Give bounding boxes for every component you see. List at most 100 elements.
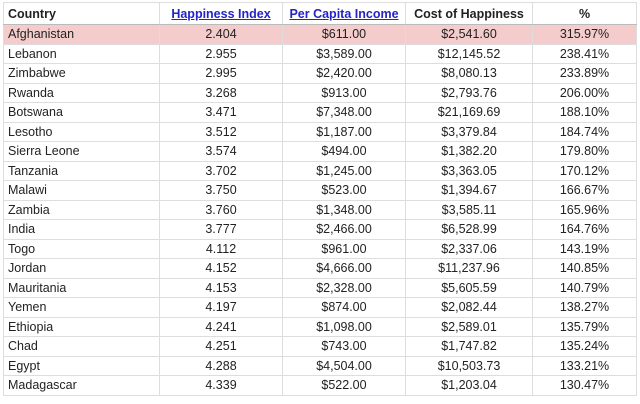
table-cell: 3.760 bbox=[159, 199, 283, 220]
table-cell: 3.574 bbox=[159, 141, 283, 162]
header-cell: Cost of Happiness bbox=[405, 2, 533, 25]
table-cell: Ethiopia bbox=[3, 316, 160, 337]
table-cell: $961.00 bbox=[282, 238, 406, 259]
table-cell: 4.152 bbox=[159, 258, 283, 279]
table-cell: $4,666.00 bbox=[282, 258, 406, 279]
table-cell: 165.96% bbox=[532, 199, 637, 220]
table-cell: 135.24% bbox=[532, 336, 637, 357]
table-cell: 315.97% bbox=[532, 24, 637, 45]
table-cell: $523.00 bbox=[282, 180, 406, 201]
table-cell: $3,379.84 bbox=[405, 121, 533, 142]
table-cell: 3.471 bbox=[159, 102, 283, 123]
table-cell: 2.995 bbox=[159, 63, 283, 84]
header-cell[interactable]: Per Capita Income bbox=[282, 2, 406, 25]
table-cell: 130.47% bbox=[532, 375, 637, 396]
table-cell: $2,466.00 bbox=[282, 219, 406, 240]
table-cell: $11,237.96 bbox=[405, 258, 533, 279]
table-cell: 238.41% bbox=[532, 43, 637, 64]
sort-link[interactable]: Per Capita Income bbox=[289, 6, 399, 21]
table-cell: 179.80% bbox=[532, 141, 637, 162]
table-row: Yemen 4.197 $874.00 $2,082.44 138.27% bbox=[3, 297, 637, 318]
table-row: Botswana 3.471 $7,348.00 $21,169.69 188.10% bbox=[3, 102, 637, 123]
table-cell: 133.21% bbox=[532, 355, 637, 376]
table-cell: 4.112 bbox=[159, 238, 283, 259]
table-body: Afghanistan 2.404 $611.00 $2,541.60 315.97% L… bbox=[3, 24, 637, 396]
table-cell: Zimbabwe bbox=[3, 63, 160, 84]
table-cell: 135.79% bbox=[532, 316, 637, 337]
table-cell: $3,363.05 bbox=[405, 160, 533, 181]
table-cell: $743.00 bbox=[282, 336, 406, 357]
sort-link[interactable]: Happiness Index bbox=[171, 6, 271, 21]
table-cell: $2,541.60 bbox=[405, 24, 533, 45]
table-row: Togo 4.112 $961.00 $2,337.06 143.19% bbox=[3, 238, 637, 259]
table-cell: 2.955 bbox=[159, 43, 283, 64]
table-cell: 170.12% bbox=[532, 160, 637, 181]
table-cell: $3,589.00 bbox=[282, 43, 406, 64]
table-row: Egypt 4.288 $4,504.00 $10,503.73 133.21% bbox=[3, 355, 637, 376]
table-cell: 233.89% bbox=[532, 63, 637, 84]
header-cell[interactable]: Happiness Index bbox=[159, 2, 283, 25]
table-cell: 140.79% bbox=[532, 277, 637, 298]
table-row: Rwanda 3.268 $913.00 $2,793.76 206.00% bbox=[3, 82, 637, 103]
table-cell: 4.241 bbox=[159, 316, 283, 337]
table-cell: Lebanon bbox=[3, 43, 160, 64]
table-cell: 3.268 bbox=[159, 82, 283, 103]
table-row: Tanzania 3.702 $1,245.00 $3,363.05 170.12% bbox=[3, 160, 637, 181]
table-cell: $2,328.00 bbox=[282, 277, 406, 298]
table-cell: $1,203.04 bbox=[405, 375, 533, 396]
table-cell: $1,747.82 bbox=[405, 336, 533, 357]
table-cell: Madagascar bbox=[3, 375, 160, 396]
table-cell: $1,382.20 bbox=[405, 141, 533, 162]
table-cell: $913.00 bbox=[282, 82, 406, 103]
table-cell: 3.777 bbox=[159, 219, 283, 240]
table-cell: India bbox=[3, 219, 160, 240]
table-cell: 3.702 bbox=[159, 160, 283, 181]
table-cell: $12,145.52 bbox=[405, 43, 533, 64]
table-cell: 4.153 bbox=[159, 277, 283, 298]
table-cell: Jordan bbox=[3, 258, 160, 279]
table-cell: 4.288 bbox=[159, 355, 283, 376]
table-cell: Afghanistan bbox=[3, 24, 160, 45]
table-cell: $4,504.00 bbox=[282, 355, 406, 376]
table-cell: Mauritania bbox=[3, 277, 160, 298]
table-cell: $1,187.00 bbox=[282, 121, 406, 142]
header-cell: % bbox=[532, 2, 637, 25]
table-cell: $7,348.00 bbox=[282, 102, 406, 123]
table-cell: Lesotho bbox=[3, 121, 160, 142]
table-cell: $2,337.06 bbox=[405, 238, 533, 259]
table-cell: 4.197 bbox=[159, 297, 283, 318]
table-cell: $2,082.44 bbox=[405, 297, 533, 318]
table-cell: $8,080.13 bbox=[405, 63, 533, 84]
header-cell: Country bbox=[3, 2, 160, 25]
table-cell: Malawi bbox=[3, 180, 160, 201]
table-cell: Yemen bbox=[3, 297, 160, 318]
table-cell: $5,605.59 bbox=[405, 277, 533, 298]
table-header: Country Happiness Index Per Capita Incom… bbox=[3, 2, 637, 25]
header-row: Country Happiness Index Per Capita Incom… bbox=[3, 2, 637, 25]
table-cell: $21,169.69 bbox=[405, 102, 533, 123]
happiness-table: Country Happiness Index Per Capita Incom… bbox=[3, 2, 637, 396]
table-cell: $1,394.67 bbox=[405, 180, 533, 201]
table-cell: Chad bbox=[3, 336, 160, 357]
table-cell: $2,589.01 bbox=[405, 316, 533, 337]
table-row: Zimbabwe 2.995 $2,420.00 $8,080.13 233.89% bbox=[3, 63, 637, 84]
table-cell: $494.00 bbox=[282, 141, 406, 162]
table-cell: Tanzania bbox=[3, 160, 160, 181]
table-row: Jordan 4.152 $4,666.00 $11,237.96 140.85% bbox=[3, 258, 637, 279]
table-cell: 143.19% bbox=[532, 238, 637, 259]
table-row: Mauritania 4.153 $2,328.00 $5,605.59 140.79% bbox=[3, 277, 637, 298]
table-cell: 4.251 bbox=[159, 336, 283, 357]
table-cell: $2,420.00 bbox=[282, 63, 406, 84]
table-cell: $3,585.11 bbox=[405, 199, 533, 220]
table-cell: Botswana bbox=[3, 102, 160, 123]
table-row: Malawi 3.750 $523.00 $1,394.67 166.67% bbox=[3, 180, 637, 201]
table-cell: $10,503.73 bbox=[405, 355, 533, 376]
table-cell: Togo bbox=[3, 238, 160, 259]
table-cell: $874.00 bbox=[282, 297, 406, 318]
table-cell: $2,793.76 bbox=[405, 82, 533, 103]
table-row: Lesotho 3.512 $1,187.00 $3,379.84 184.74% bbox=[3, 121, 637, 142]
table-cell: 140.85% bbox=[532, 258, 637, 279]
table-row: India 3.777 $2,466.00 $6,528.99 164.76% bbox=[3, 219, 637, 240]
table-cell: 138.27% bbox=[532, 297, 637, 318]
